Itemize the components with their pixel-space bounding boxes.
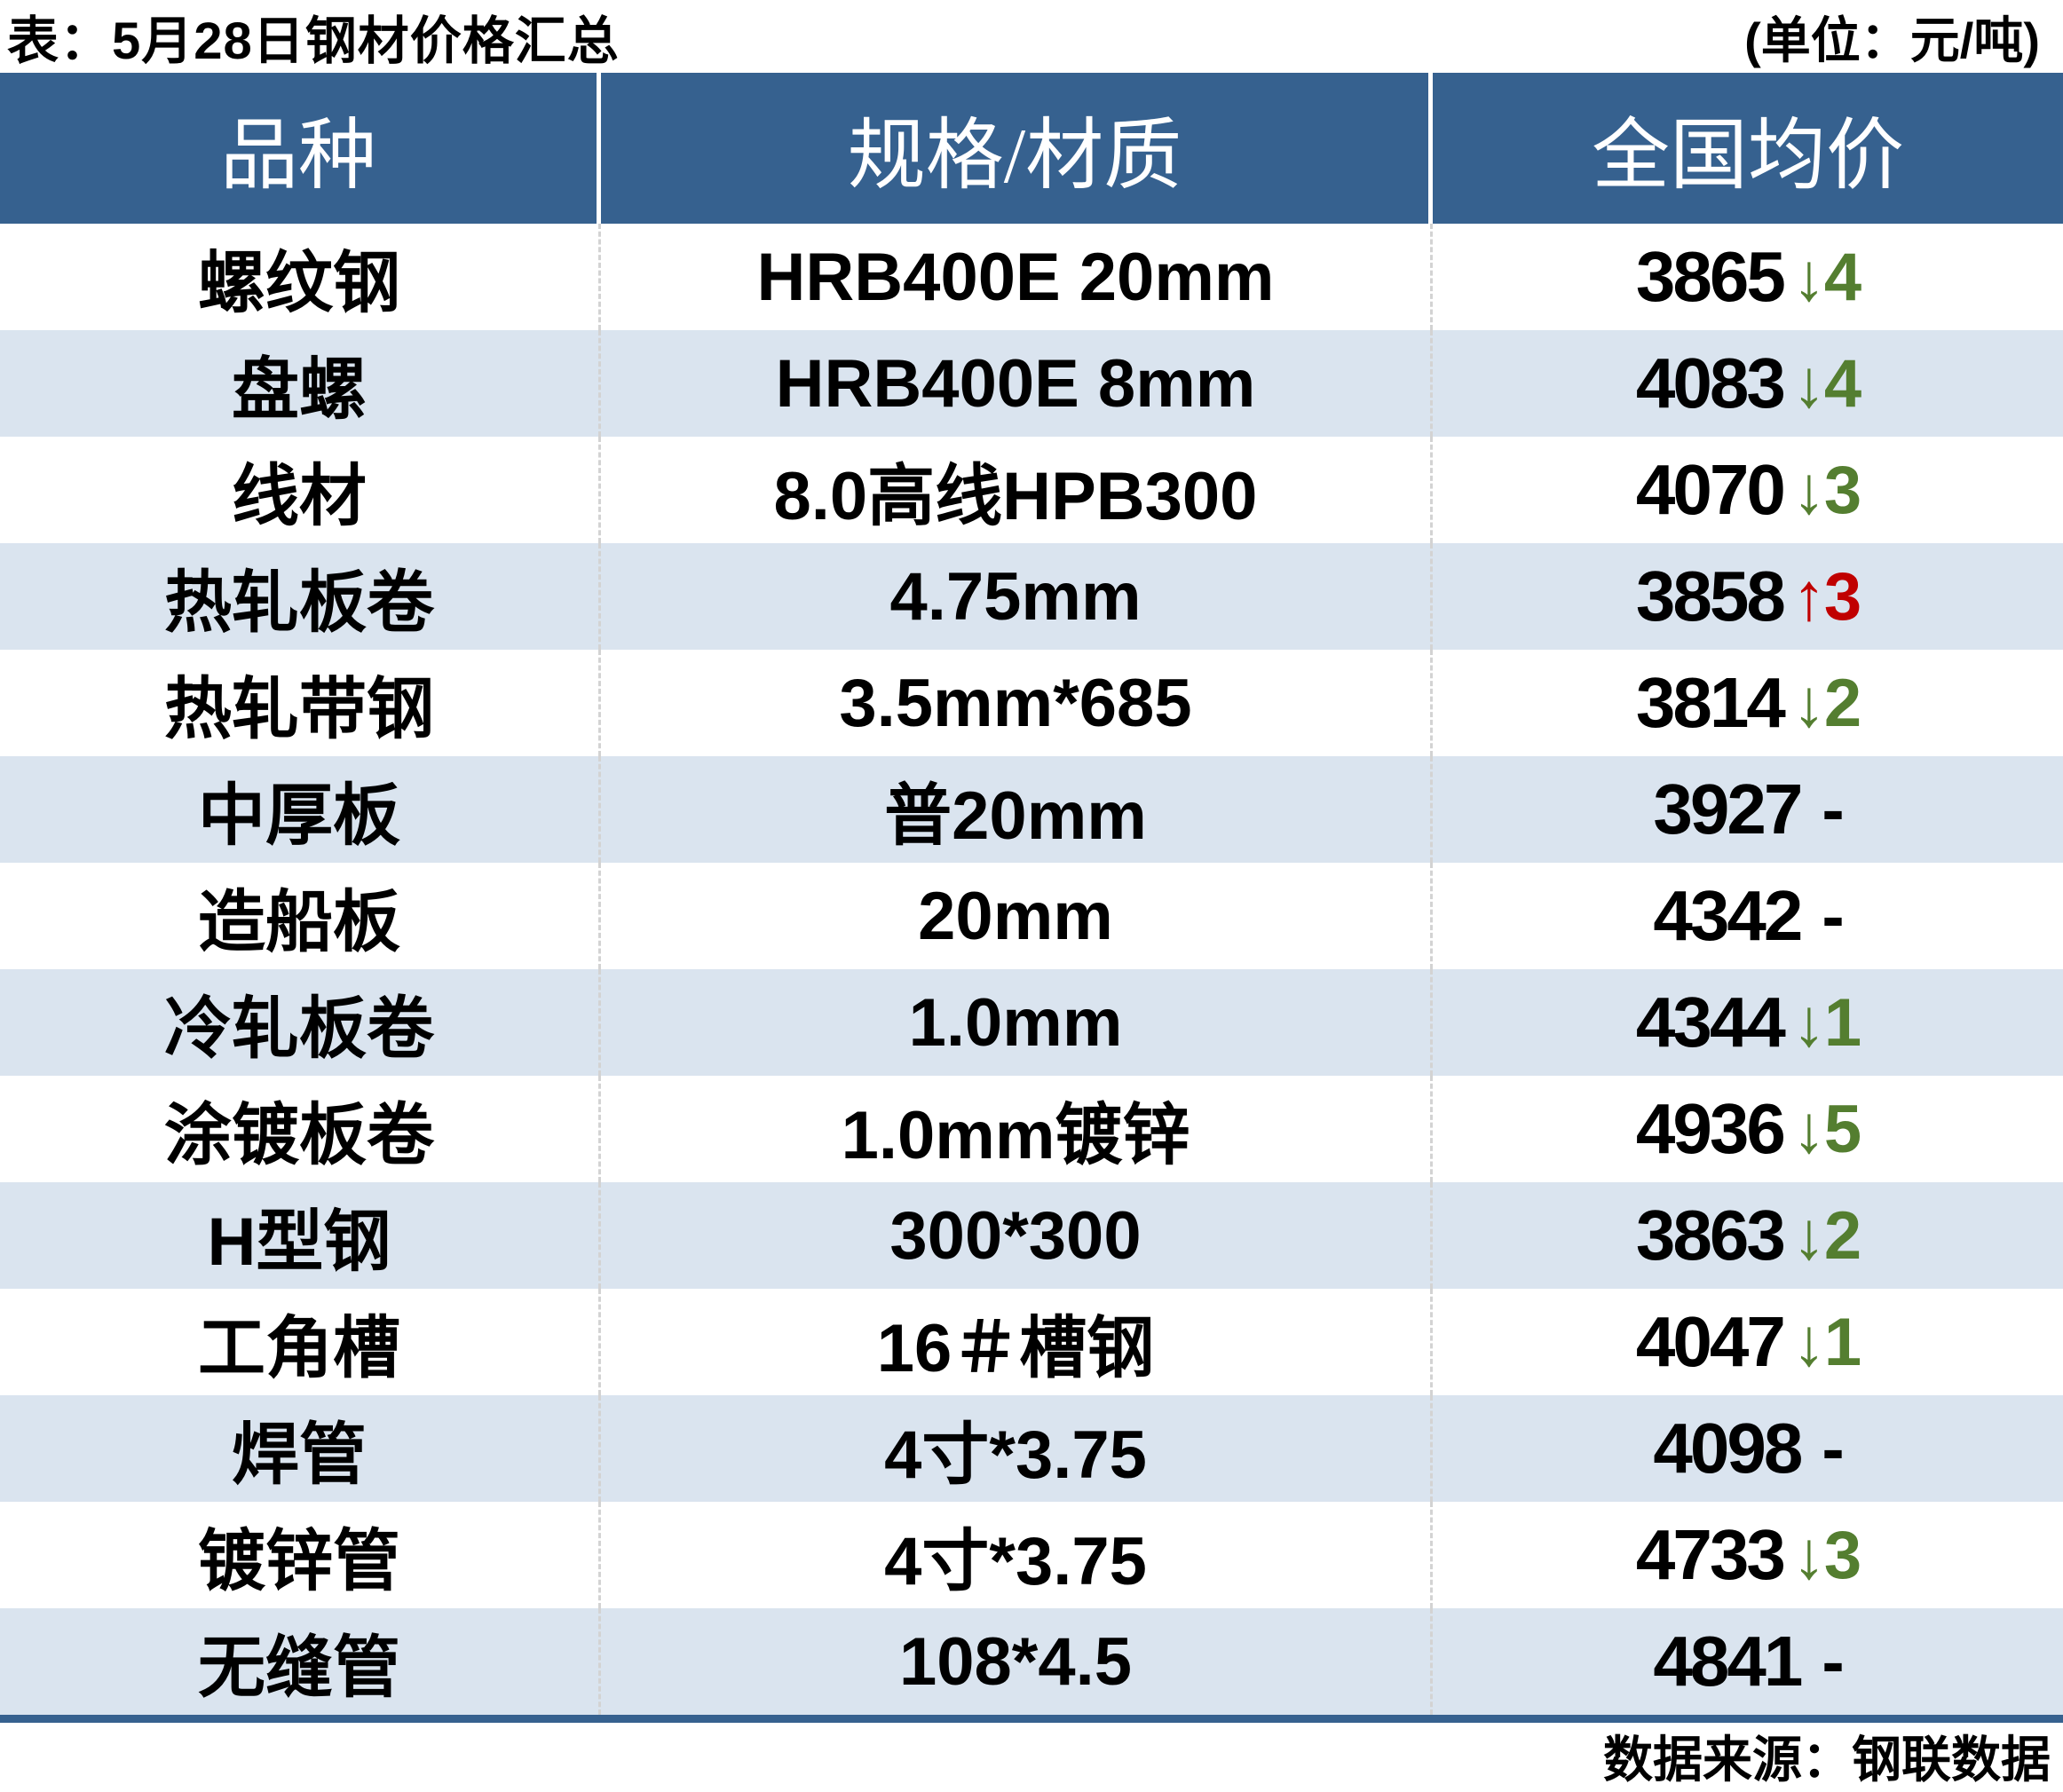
spec-cell: 300*300 — [601, 1182, 1433, 1289]
price-cell: 4342 - — [1433, 863, 2063, 969]
price-change: ↓1 — [1791, 984, 1861, 1061]
price-change: ↓3 — [1791, 452, 1861, 528]
price-cell: 4083 ↓4 — [1433, 330, 2063, 437]
table-row: 造船板 20mm 4342 - — [0, 863, 2063, 969]
price-cell: 4098 - — [1433, 1395, 2063, 1502]
price-change: ↓2 — [1791, 665, 1861, 741]
table-row: 螺纹钢 HRB400E 20mm 3865 ↓4 — [0, 224, 2063, 330]
price-change: ↓5 — [1791, 1091, 1861, 1167]
spec-cell: 3.5mm*685 — [601, 650, 1433, 756]
table-row: 中厚板 普20mm 3927 - — [0, 756, 2063, 863]
top-bar: 表：5月28日钢材价格汇总 (单位：元/吨) — [0, 0, 2063, 73]
spec-cell: 普20mm — [601, 756, 1433, 863]
spec-cell: 16＃槽钢 — [601, 1289, 1433, 1395]
price-change: - — [1822, 1623, 1844, 1700]
table-bottom-border — [0, 1715, 2063, 1723]
variety-cell: 涂镀板卷 — [0, 1076, 601, 1182]
variety-cell: 螺纹钢 — [0, 224, 601, 330]
price-cell: 3863 ↓2 — [1433, 1182, 2063, 1289]
price-cell: 3858 ↑3 — [1433, 543, 2063, 650]
variety-cell: 中厚板 — [0, 756, 601, 863]
price-change: - — [1822, 878, 1844, 954]
spec-cell: 108*4.5 — [601, 1608, 1433, 1715]
price-change: ↓1 — [1791, 1304, 1861, 1380]
variety-cell: 冷轧板卷 — [0, 969, 601, 1076]
price-cell: 3814 ↓2 — [1433, 650, 2063, 756]
spec-cell: 4.75mm — [601, 543, 1433, 650]
spec-cell: 20mm — [601, 863, 1433, 969]
spec-cell: HRB400E 8mm — [601, 330, 1433, 437]
variety-cell: 无缝管 — [0, 1608, 601, 1715]
price-cell: 4936 ↓5 — [1433, 1076, 2063, 1182]
table-row: 涂镀板卷 1.0mm镀锌 4936 ↓5 — [0, 1076, 2063, 1182]
price-change: - — [1822, 771, 1844, 848]
table-row: 镀锌管 4寸*3.75 4733 ↓3 — [0, 1502, 2063, 1608]
price-cell: 4344 ↓1 — [1433, 969, 2063, 1076]
data-source-label: 数据来源：钢联数据 — [1603, 1732, 2051, 1788]
price-value: 3863 — [1635, 1196, 1786, 1275]
price-value: 3858 — [1635, 557, 1786, 635]
price-value: 3865 — [1635, 237, 1786, 316]
price-value: 4841 — [1653, 1622, 1803, 1701]
price-value: 4070 — [1635, 450, 1786, 529]
table-row: 冷轧板卷 1.0mm 4344 ↓1 — [0, 969, 2063, 1076]
table-row: 焊管 4寸*3.75 4098 - — [0, 1395, 2063, 1502]
footer: 数据来源：钢联数据 — [0, 1723, 2063, 1789]
table-row: 盘螺 HRB400E 8mm 4083 ↓4 — [0, 330, 2063, 437]
price-value: 4098 — [1653, 1409, 1803, 1488]
table-header-row: 品种 规格/材质 全国均价 — [0, 73, 2063, 224]
table-row: 热轧板卷 4.75mm 3858 ↑3 — [0, 543, 2063, 650]
price-value: 4342 — [1653, 876, 1803, 955]
table-row: 无缝管 108*4.5 4841 - — [0, 1608, 2063, 1715]
price-cell: 4733 ↓3 — [1433, 1502, 2063, 1608]
price-value: 4047 — [1635, 1302, 1786, 1381]
price-cell: 4070 ↓3 — [1433, 437, 2063, 543]
table-body: 螺纹钢 HRB400E 20mm 3865 ↓4 盘螺 HRB400E 8mm … — [0, 224, 2063, 1715]
price-cell: 4047 ↓1 — [1433, 1289, 2063, 1395]
spec-cell: 8.0高线HPB300 — [601, 437, 1433, 543]
price-cell: 3865 ↓4 — [1433, 224, 2063, 330]
table-row: 线材 8.0高线HPB300 4070 ↓3 — [0, 437, 2063, 543]
table-row: 工角槽 16＃槽钢 4047 ↓1 — [0, 1289, 2063, 1395]
variety-cell: H型钢 — [0, 1182, 601, 1289]
price-change: ↓2 — [1791, 1197, 1861, 1274]
price-change: ↓4 — [1791, 239, 1861, 315]
variety-cell: 镀锌管 — [0, 1502, 601, 1608]
spec-cell: 4寸*3.75 — [601, 1395, 1433, 1502]
header-cell-avg-price: 全国均价 — [1591, 113, 1904, 200]
price-change: ↓3 — [1791, 1517, 1861, 1593]
table-row: H型钢 300*300 3863 ↓2 — [0, 1182, 2063, 1289]
variety-cell: 盘螺 — [0, 330, 601, 437]
variety-cell: 线材 — [0, 437, 601, 543]
variety-cell: 焊管 — [0, 1395, 601, 1502]
spec-cell: HRB400E 20mm — [601, 224, 1433, 330]
spec-cell: 4寸*3.75 — [601, 1502, 1433, 1608]
price-cell: 3927 - — [1433, 756, 2063, 863]
price-value: 4344 — [1635, 983, 1786, 1062]
price-change: ↓4 — [1791, 345, 1861, 422]
variety-cell: 工角槽 — [0, 1289, 601, 1395]
unit-label: (单位：元/吨) — [1744, 12, 2040, 68]
price-value: 4936 — [1635, 1089, 1786, 1168]
header-cell-variety: 品种 — [0, 73, 601, 224]
spec-cell: 1.0mm — [601, 969, 1433, 1076]
variety-cell: 热轧带钢 — [0, 650, 601, 756]
table-title: 表：5月28日钢材价格汇总 — [7, 12, 620, 70]
variety-cell: 造船板 — [0, 863, 601, 969]
spec-cell: 1.0mm镀锌 — [601, 1076, 1433, 1182]
variety-cell: 热轧板卷 — [0, 543, 601, 650]
price-cell: 4841 - — [1433, 1608, 2063, 1715]
price-table: 品种 规格/材质 全国均价 螺纹钢 HRB400E 20mm 3865 ↓4 盘… — [0, 73, 2063, 1715]
price-change: - — [1822, 1410, 1844, 1487]
price-change: ↑3 — [1791, 558, 1861, 635]
price-value: 3814 — [1635, 663, 1786, 742]
header-cell-spec: 规格/材质 — [601, 73, 1433, 224]
table-row: 热轧带钢 3.5mm*685 3814 ↓2 — [0, 650, 2063, 756]
price-value: 4733 — [1635, 1515, 1786, 1594]
price-value: 3927 — [1653, 770, 1803, 849]
price-value: 4083 — [1635, 343, 1786, 422]
